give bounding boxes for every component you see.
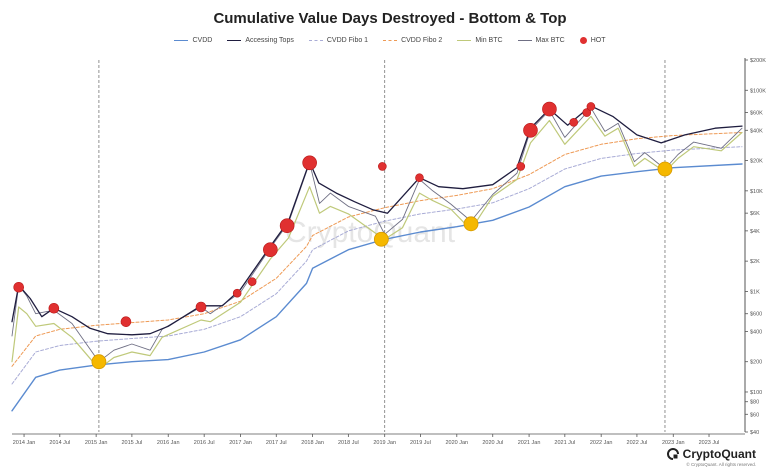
x-tick-label: 2022 Jan bbox=[590, 440, 613, 446]
legend-label: CVDD bbox=[192, 37, 213, 44]
legend-swatch bbox=[457, 40, 472, 41]
y-tick-label: $40K bbox=[750, 128, 763, 134]
x-tick-label: 2019 Jul bbox=[410, 440, 431, 446]
legend-label: HOT bbox=[590, 37, 606, 44]
y-tick-label: $2K bbox=[750, 259, 760, 265]
brand-name: CryptoQuant bbox=[682, 447, 756, 461]
series-line-cvdd-fibo-2 bbox=[11, 132, 743, 367]
legend-swatch bbox=[383, 40, 398, 41]
legend-item-accessing-tops[interactable]: Accessing Tops bbox=[227, 37, 294, 44]
hot-point bbox=[302, 155, 317, 171]
bottom-point bbox=[91, 354, 107, 370]
x-tick-label: 2023 Jul bbox=[699, 440, 720, 446]
legend-swatch bbox=[579, 37, 587, 44]
hot-point bbox=[586, 102, 596, 111]
legend-swatch bbox=[227, 40, 242, 41]
legend-item-hot[interactable]: HOT bbox=[579, 37, 606, 44]
hot-point bbox=[13, 281, 25, 293]
legend-item-max-btc[interactable]: Max BTC bbox=[517, 37, 565, 44]
legend-swatch bbox=[517, 40, 532, 41]
bottom-point bbox=[463, 216, 479, 232]
y-tick-label: $80 bbox=[750, 400, 759, 406]
y-tick-label: $20K bbox=[750, 159, 763, 165]
series-line-max-btc bbox=[11, 107, 743, 363]
hot-point bbox=[569, 118, 579, 127]
x-tick-label: 2015 Jul bbox=[121, 440, 142, 446]
brand-footer: CryptoQuant © CryptoQuant. All rights re… bbox=[666, 447, 756, 467]
legend-item-cvdd-fibo-1[interactable]: CVDD Fibo 1 bbox=[308, 37, 369, 44]
x-tick-label: 2020 Jan bbox=[445, 440, 468, 446]
hot-point bbox=[195, 301, 207, 313]
hot-point bbox=[378, 162, 387, 171]
legend-label: CVDD Fibo 1 bbox=[326, 37, 369, 44]
series-line-cvdd-fibo-1 bbox=[11, 146, 743, 385]
x-tick-label: 2015 Jan bbox=[85, 440, 108, 446]
y-tick-label: $100 bbox=[750, 390, 762, 396]
marker-layer bbox=[13, 101, 673, 370]
bottom-point bbox=[373, 231, 389, 247]
y-tick-label: $40 bbox=[750, 430, 759, 436]
x-tick-label: 2018 Jul bbox=[338, 440, 359, 446]
x-tick-label: 2017 Jan bbox=[229, 440, 252, 446]
hot-point bbox=[542, 101, 557, 117]
axis-layer: $200K $100K $60K $40K $20K $10K $6K $4K $2K $1K $6… bbox=[12, 58, 766, 446]
cryptoquant-logo-icon bbox=[666, 448, 679, 460]
y-tick-label: $6K bbox=[750, 211, 760, 217]
y-tick-label: $100K bbox=[750, 88, 766, 94]
y-tick-label: $200 bbox=[750, 360, 762, 366]
x-tick-label: 2016 Jul bbox=[194, 440, 215, 446]
x-tick-label: 2023 Jan bbox=[662, 440, 685, 446]
x-tick-label: 2021 Jul bbox=[554, 440, 575, 446]
y-tick-label: $10K bbox=[750, 189, 763, 195]
legend-swatch bbox=[308, 40, 323, 41]
hot-point bbox=[523, 122, 538, 138]
y-tick-label: $4K bbox=[750, 229, 760, 235]
series-layer bbox=[11, 105, 743, 412]
x-tick-label: 2019 Jan bbox=[373, 440, 396, 446]
hot-point bbox=[415, 173, 424, 183]
legend-label: Max BTC bbox=[535, 37, 565, 44]
legend-item-min-btc[interactable]: Min BTC bbox=[457, 37, 503, 44]
x-tick-label: 2014 Jul bbox=[49, 440, 70, 446]
hot-point bbox=[120, 316, 132, 327]
y-tick-label: $400 bbox=[750, 329, 762, 335]
y-tick-label: $1K bbox=[750, 289, 760, 295]
legend-label: Accessing Tops bbox=[245, 37, 294, 44]
legend-label: Min BTC bbox=[475, 37, 503, 44]
bottom-point bbox=[657, 161, 673, 177]
x-tick-label: 2016 Jan bbox=[157, 440, 180, 446]
x-tick-label: 2020 Jul bbox=[482, 440, 503, 446]
y-tick-label: $600 bbox=[750, 312, 762, 318]
legend-item-cvdd-fibo-2[interactable]: CVDD Fibo 2 bbox=[383, 37, 442, 44]
brand-copyright: © CryptoQuant. All rights reserved. bbox=[686, 462, 756, 467]
legend-label: CVDD Fibo 2 bbox=[401, 37, 443, 44]
y-tick-label: $200K bbox=[750, 58, 766, 64]
hot-point bbox=[247, 277, 257, 286]
x-tick-label: 2014 Jan bbox=[13, 440, 36, 446]
series-line-cvdd bbox=[11, 163, 743, 412]
chart-legend: CVDD Accessing Tops CVDD Fibo 1 CVDD Fibo 2… bbox=[0, 37, 780, 44]
x-tick-label: 2018 Jan bbox=[301, 440, 324, 446]
x-tick-label: 2022 Jul bbox=[627, 440, 648, 446]
chart-title: Cumulative Value Days Destroyed - Bottom… bbox=[213, 10, 567, 27]
hot-point bbox=[263, 242, 278, 257]
hot-point bbox=[48, 302, 60, 314]
grid-layer bbox=[98, 60, 666, 432]
x-tick-label: 2017 Jul bbox=[266, 440, 287, 446]
hot-point bbox=[516, 162, 526, 171]
hot-point bbox=[582, 108, 592, 117]
y-tick-label: $60 bbox=[750, 412, 759, 418]
x-tick-label: 2021 Jan bbox=[518, 440, 541, 446]
hot-point bbox=[232, 288, 242, 298]
hot-point bbox=[279, 218, 295, 234]
legend-swatch bbox=[174, 40, 189, 41]
legend-item-cvdd[interactable]: CVDD bbox=[174, 37, 212, 44]
y-tick-label: $60K bbox=[750, 111, 763, 117]
